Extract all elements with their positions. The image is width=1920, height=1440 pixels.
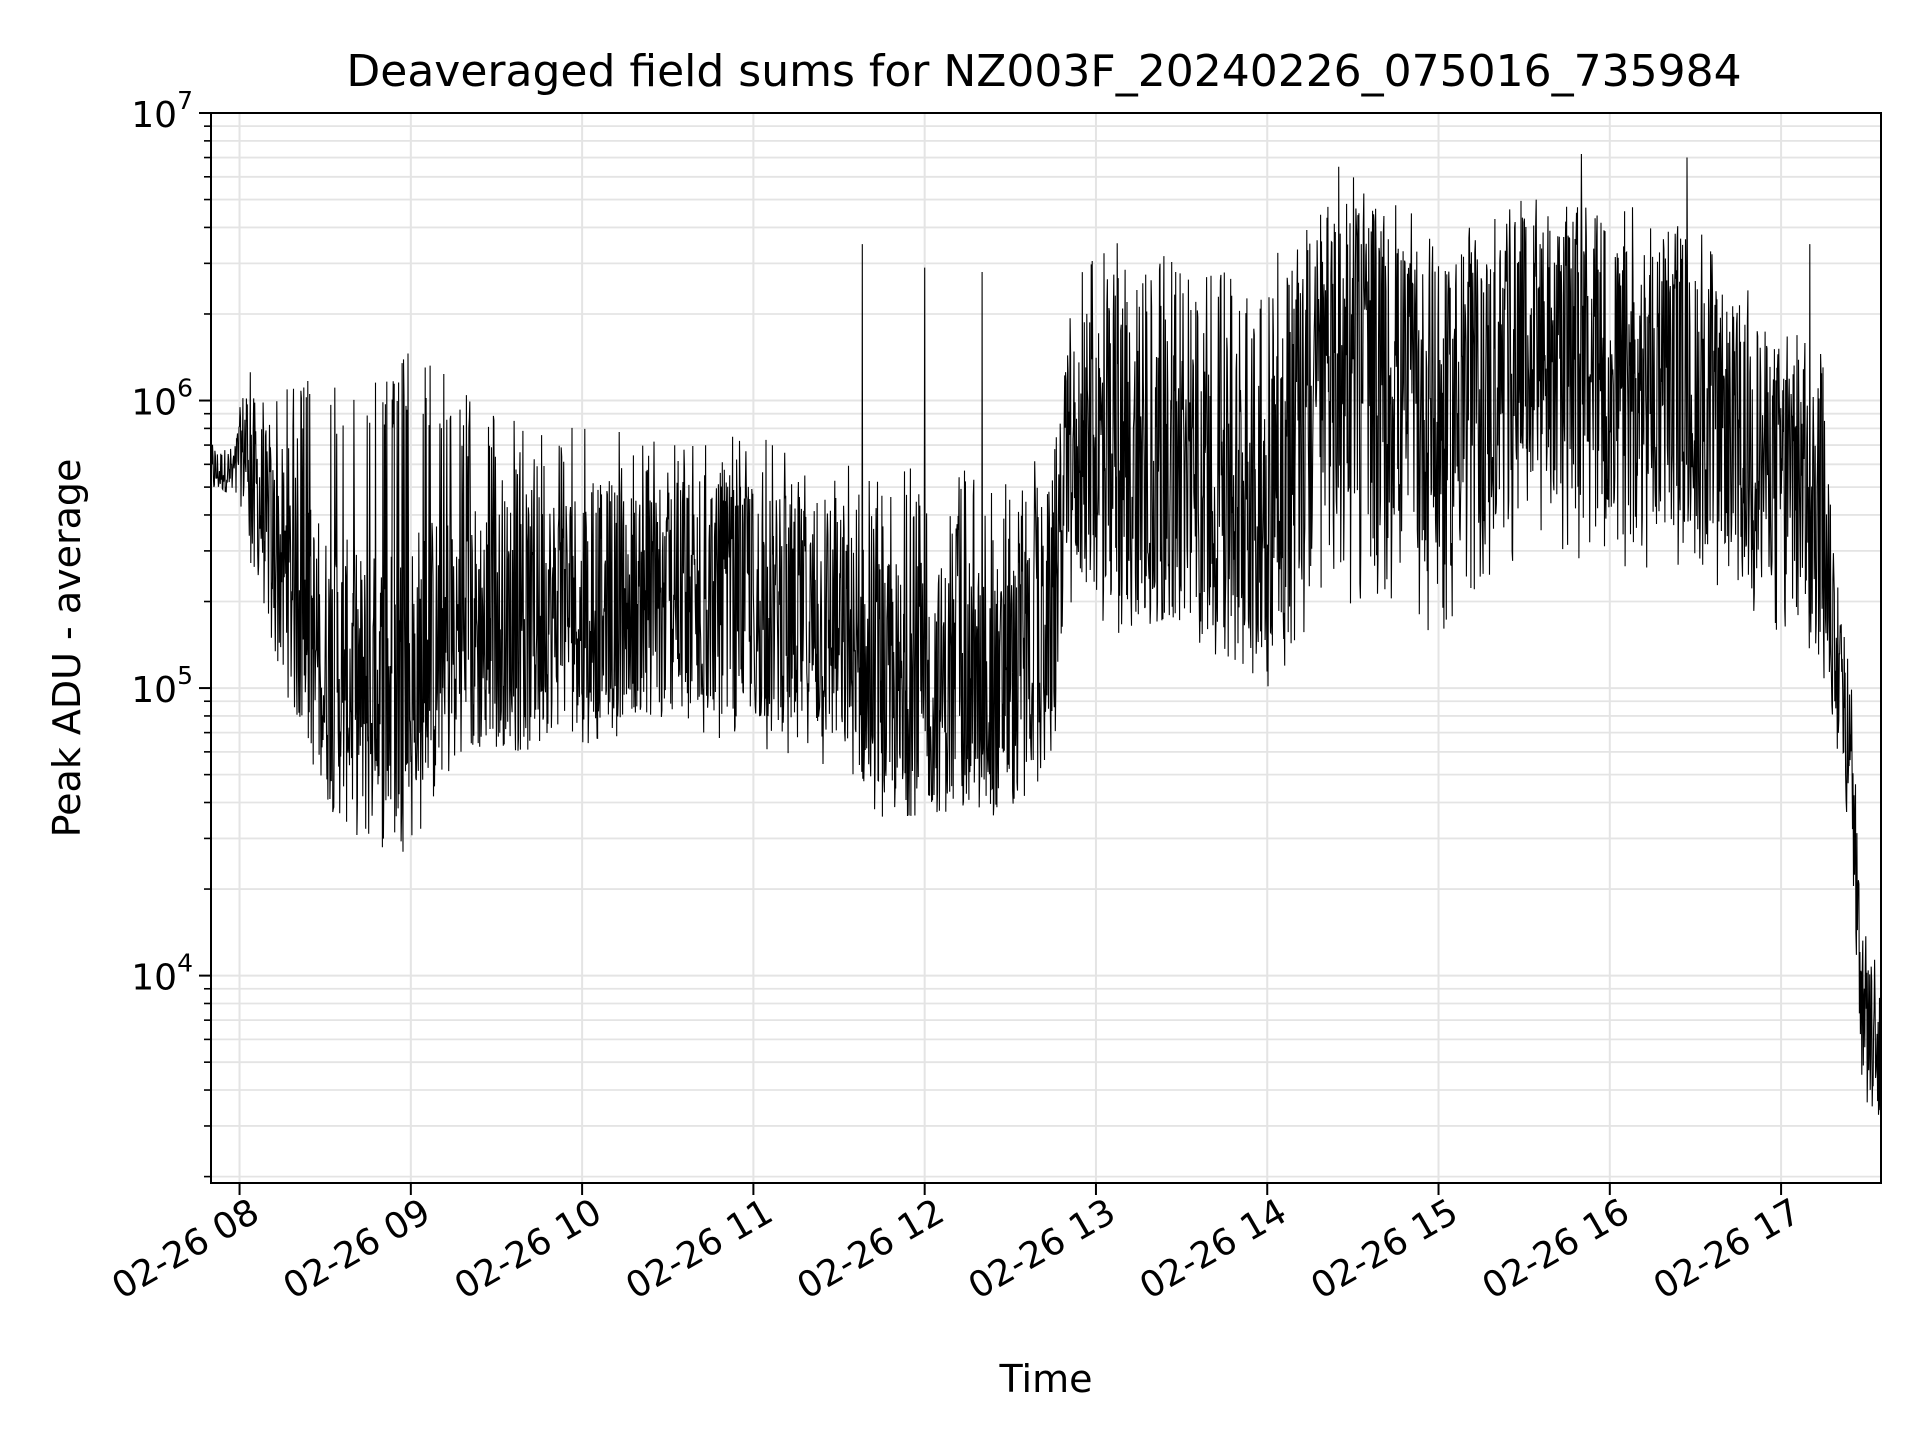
y-axis: 104 105 106 107 <box>131 86 211 1178</box>
y-tick-label: 104 <box>131 949 193 999</box>
y-tick-label: 107 <box>131 86 193 136</box>
chart-title: Deaveraged field sums for NZ003F_2024022… <box>346 46 1741 97</box>
y-tick-label: 105 <box>131 661 193 711</box>
series-line <box>211 153 1881 1116</box>
y-axis-label: Peak ADU - average <box>45 459 89 838</box>
x-axis-label: Time <box>999 1357 1093 1401</box>
y-tick-label: 106 <box>131 374 193 424</box>
plot-frame <box>210 112 1882 1184</box>
